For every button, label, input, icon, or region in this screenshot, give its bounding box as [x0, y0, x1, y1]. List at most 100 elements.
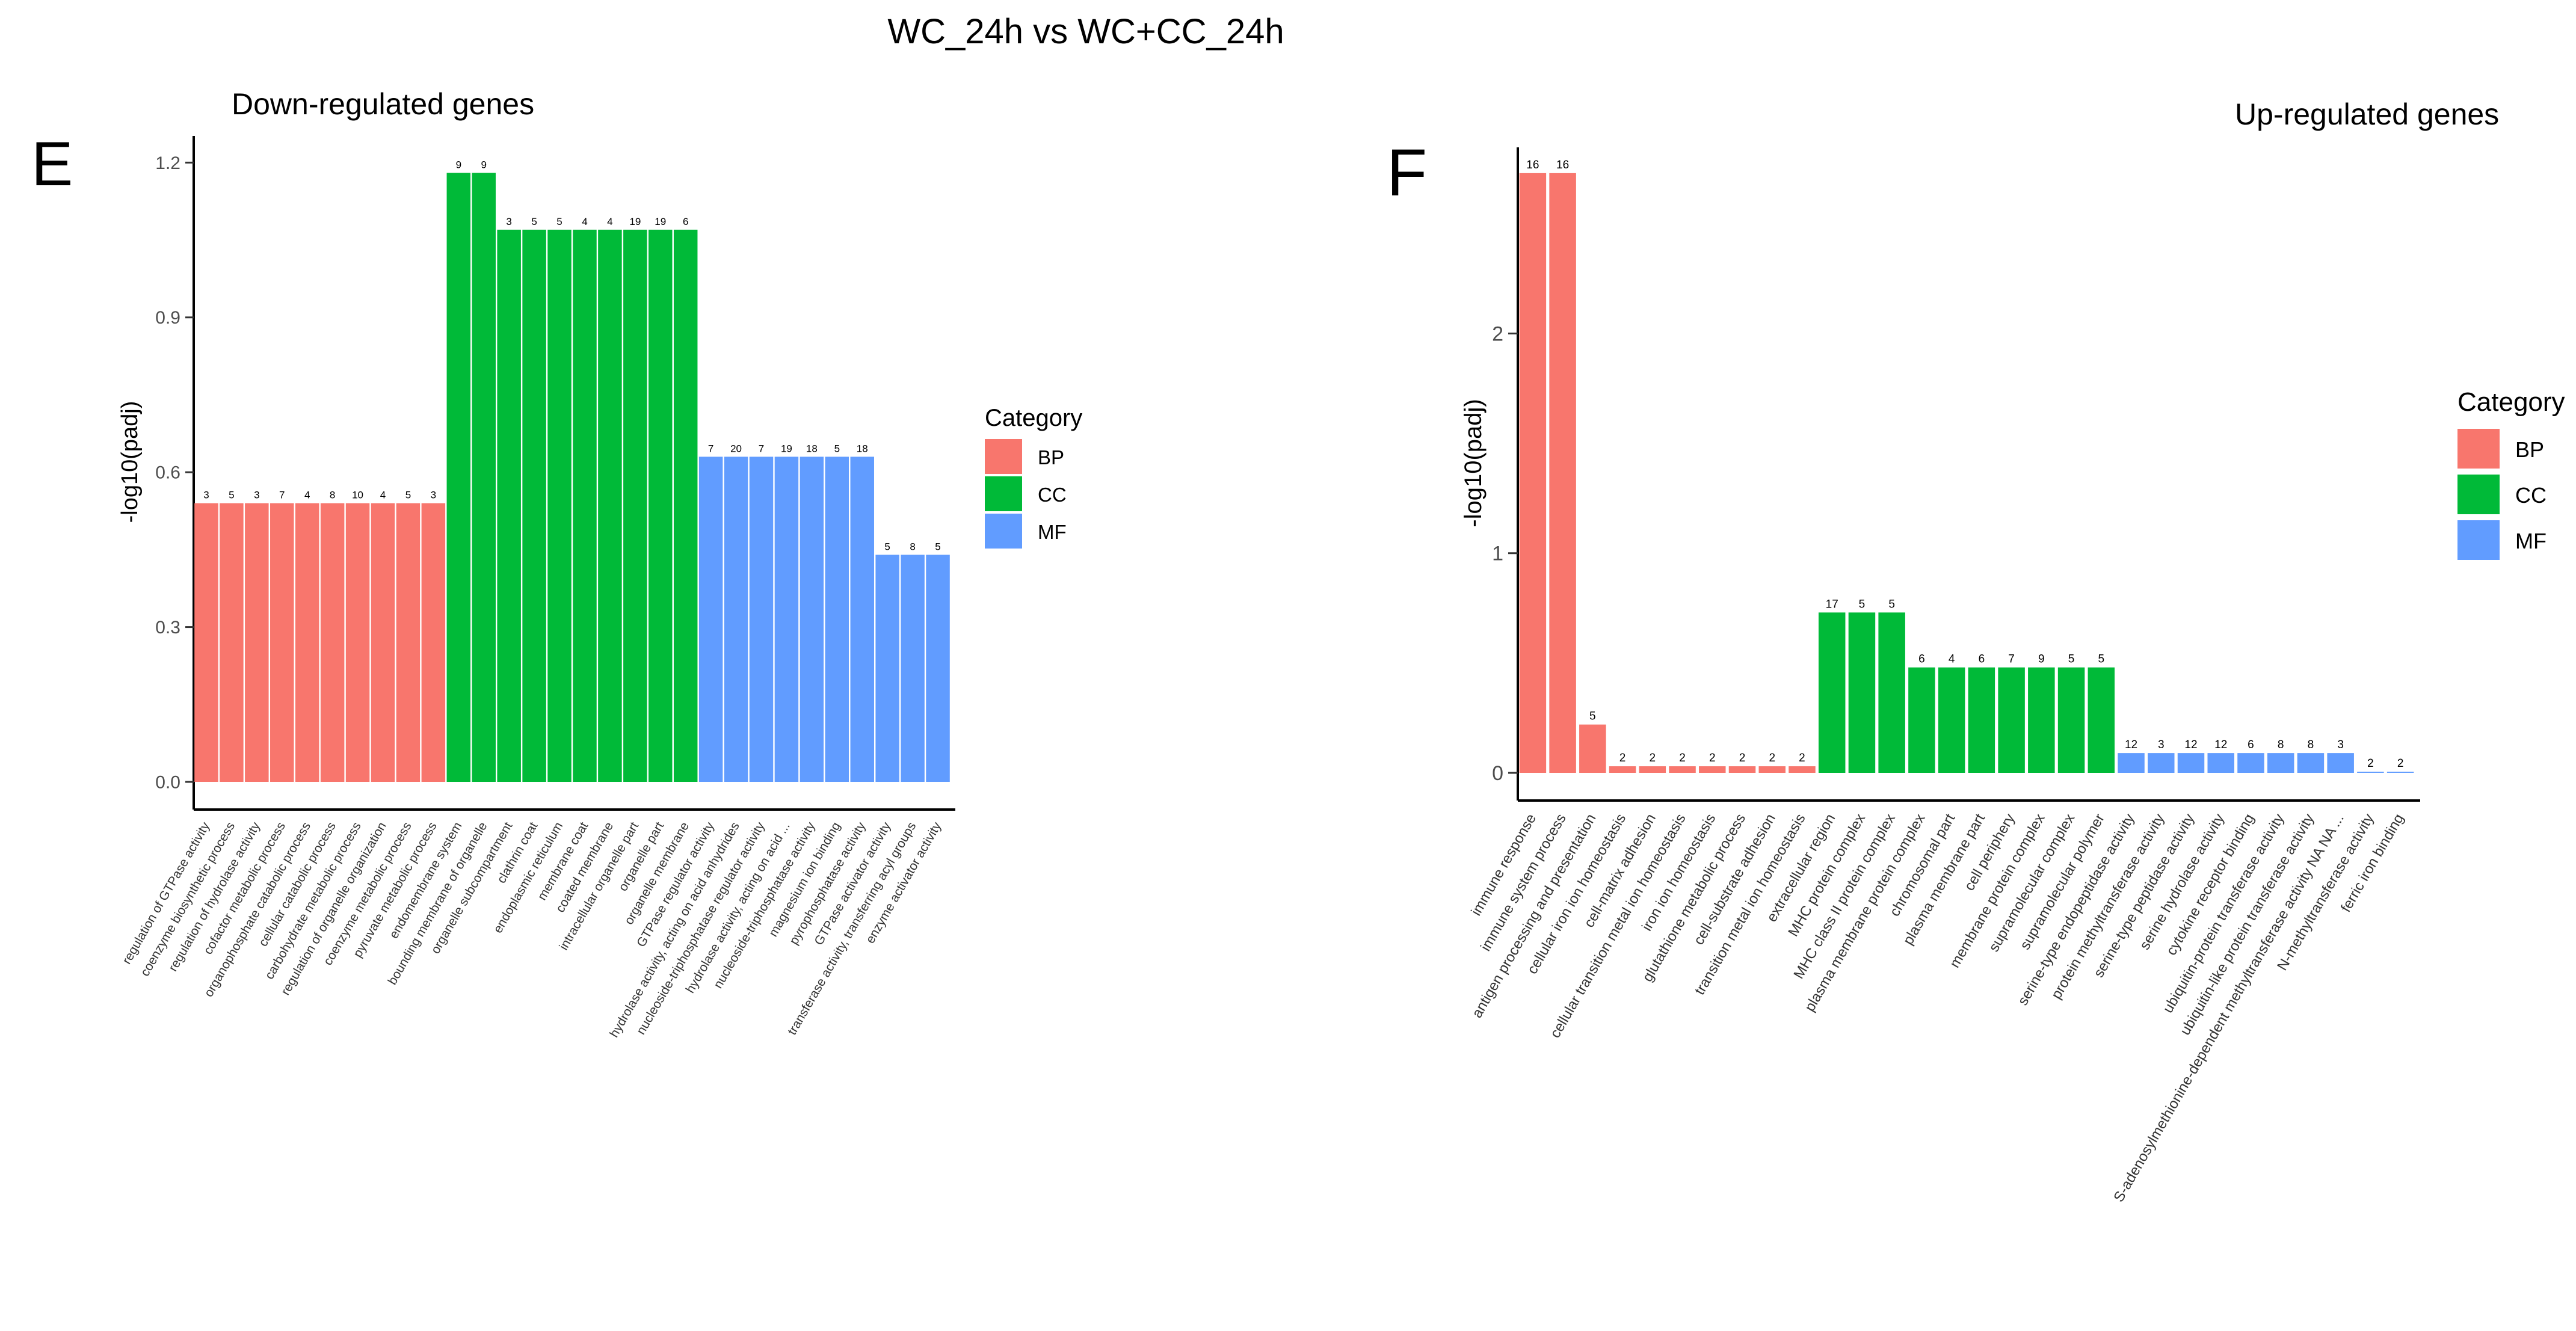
bar-count-label: 7	[2008, 653, 2015, 666]
bar-count-label: 3	[2337, 739, 2344, 751]
bar-cc	[2088, 667, 2115, 773]
bar-bp	[194, 503, 218, 782]
bar-bp	[1669, 766, 1696, 773]
bar-mf	[2118, 753, 2145, 773]
bar-mf	[749, 456, 774, 782]
bar-bp	[1758, 766, 1786, 773]
bar-bp	[245, 503, 269, 782]
bar-count-label: 19	[655, 216, 666, 227]
bar-mf	[901, 555, 925, 782]
y-tick-label: 0	[1492, 762, 1503, 785]
bar-count-label: 6	[1918, 653, 1925, 666]
bar-count-label: 8	[2308, 739, 2314, 751]
bar-count-label: 9	[456, 159, 461, 170]
y-axis-label: -log10(padj)	[1460, 399, 1487, 527]
y-tick-label: 1.2	[155, 153, 180, 173]
bar-cc	[649, 229, 673, 782]
bar-mf	[2297, 753, 2325, 773]
bar-count-label: 2	[1619, 752, 1626, 764]
legend-label: BP	[1038, 446, 1064, 469]
bar-count-label: 5	[834, 443, 840, 454]
bar-count-label: 6	[1979, 653, 1985, 666]
legend-key-cc	[2457, 475, 2500, 514]
bar-mf	[2267, 753, 2294, 773]
legend-label: BP	[2515, 437, 2544, 462]
bar-bp	[421, 503, 446, 782]
bar-mf	[2327, 753, 2354, 773]
legend-key-cc	[985, 476, 1022, 511]
bar-count-label: 4	[607, 216, 612, 227]
panel-label: E	[31, 129, 73, 199]
bar-count-label: 2	[1679, 752, 1686, 764]
bar-count-label: 4	[304, 490, 310, 501]
legend-title: Category	[2457, 387, 2565, 417]
bar-count-label: 3	[203, 490, 209, 501]
bar-count-label: 5	[935, 541, 940, 552]
bar-cc	[1998, 667, 2025, 773]
y-tick-label: 0.3	[155, 618, 180, 638]
bar-count-label: 2	[2367, 757, 2374, 770]
bar-count-label: 19	[781, 443, 792, 454]
bar-count-label: 6	[2248, 739, 2254, 751]
bar-count-label: 16	[1526, 159, 1539, 171]
legend-label: CC	[1038, 484, 1067, 506]
y-tick-label: 2	[1492, 322, 1503, 345]
bar-bp	[345, 503, 370, 782]
bar-bp	[295, 503, 319, 782]
bar-count-label: 7	[279, 490, 285, 501]
bar-count-label: 8	[910, 541, 915, 552]
bar-cc	[497, 229, 521, 782]
bar-count-label: 5	[2098, 653, 2105, 666]
bar-count-label: 18	[857, 443, 868, 454]
legend-key-mf	[2457, 520, 2500, 560]
legend-key-bp	[985, 439, 1022, 474]
bar-cc	[547, 229, 572, 782]
legend-key-mf	[985, 514, 1022, 549]
bar-count-label: 5	[1888, 598, 1895, 610]
bar-count-label: 18	[806, 443, 818, 454]
bar-bp	[396, 503, 421, 782]
bar-cc	[623, 229, 647, 782]
bar-cc	[2057, 667, 2085, 773]
bar-count-label: 2	[1739, 752, 1746, 764]
bar-mf	[825, 456, 849, 782]
bar-count-label: 2	[1799, 752, 1805, 764]
bar-cc	[1968, 667, 1995, 773]
y-tick-label: 1	[1492, 543, 1503, 565]
bar-cc	[1878, 612, 1905, 773]
y-tick-label: 0.0	[155, 773, 180, 793]
y-tick-label: 0.9	[155, 308, 180, 328]
bar-count-label: 2	[1769, 752, 1775, 764]
bar-cc	[1818, 612, 1846, 773]
bar-count-label: 19	[629, 216, 641, 227]
legend-label: CC	[2515, 483, 2547, 508]
bar-count-label: 8	[330, 490, 335, 501]
y-axis-label: -log10(padj)	[117, 401, 143, 523]
bar-mf	[800, 456, 824, 782]
legend-title: Category	[985, 405, 1082, 431]
bar-bp	[1579, 724, 1606, 773]
bar-mf	[774, 456, 799, 782]
bar-count-label: 9	[2038, 653, 2045, 666]
bar-count-label: 8	[2278, 739, 2284, 751]
bar-cc	[522, 229, 546, 782]
bar-count-label: 3	[2158, 739, 2165, 751]
bar-cc	[573, 229, 597, 782]
bar-bp	[1609, 766, 1636, 773]
bar-count-label: 5	[229, 490, 234, 501]
bar-bp	[320, 503, 345, 782]
bar-count-label: 5	[405, 490, 411, 501]
bar-bp	[270, 503, 294, 782]
bar-count-label: 10	[352, 490, 363, 501]
bar-bp	[1789, 766, 1816, 773]
bar-count-label: 4	[582, 216, 587, 227]
bar-cc	[1848, 612, 1876, 773]
bar-count-label: 3	[254, 490, 259, 501]
panel-label: F	[1387, 136, 1427, 210]
bar-cc	[446, 173, 471, 782]
bar-count-label: 9	[481, 159, 486, 170]
bar-count-label: 6	[683, 216, 688, 227]
bar-mf	[2207, 753, 2234, 773]
bar-mf	[875, 555, 899, 782]
bar-count-label: 2	[2397, 757, 2404, 770]
